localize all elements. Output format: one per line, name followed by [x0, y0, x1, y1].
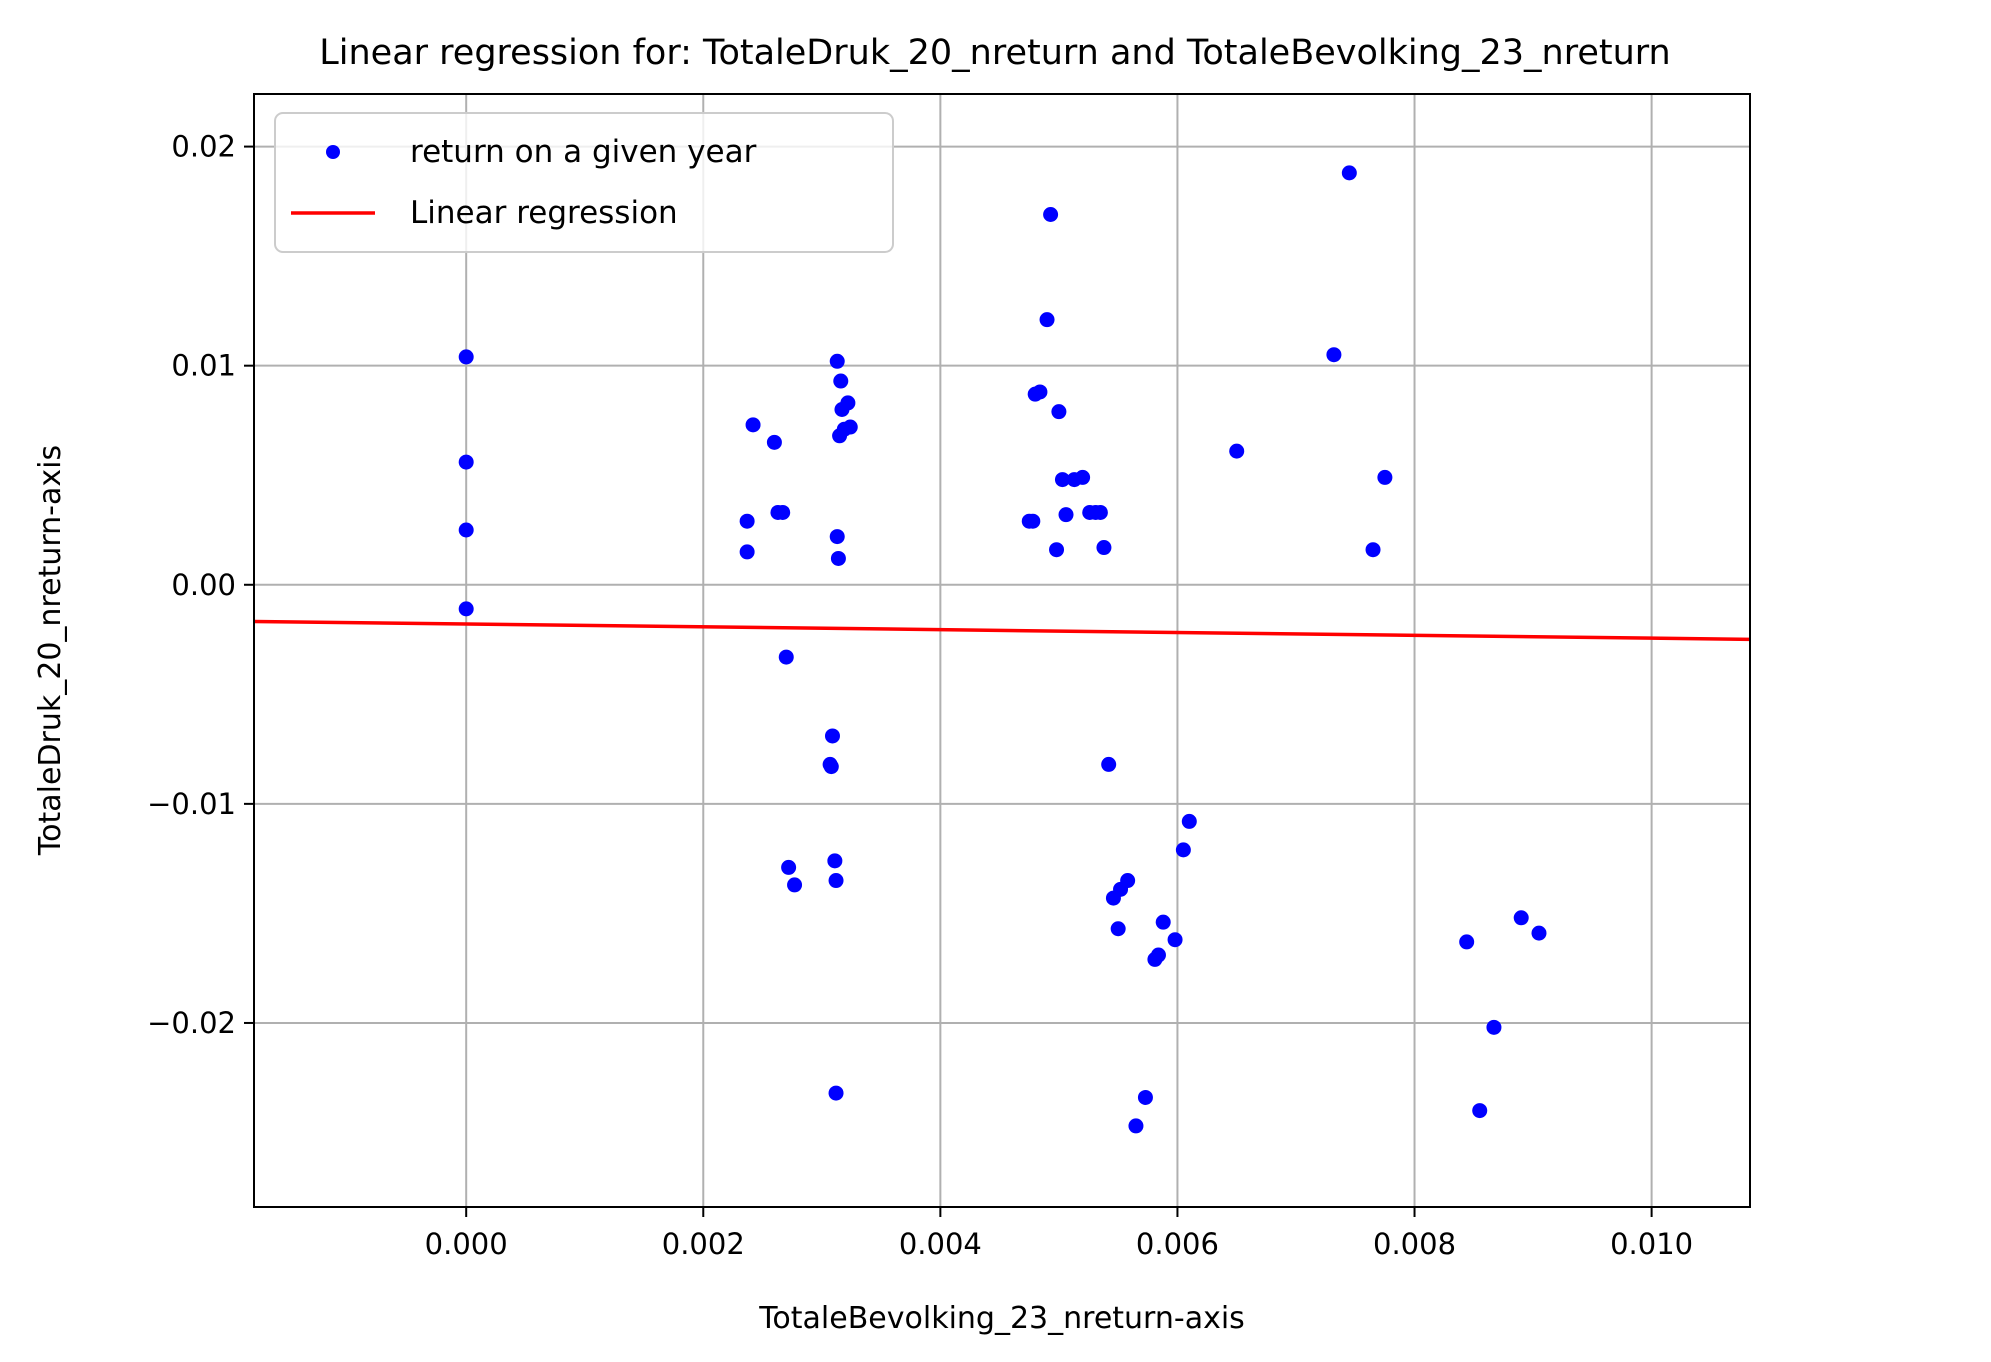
y-tick-label: 0.01 [171, 349, 236, 383]
x-tick-label: 0.002 [662, 1227, 745, 1261]
scatter-point [1513, 910, 1529, 926]
scatter-point [745, 417, 761, 433]
scatter-point [1181, 813, 1197, 829]
x-tick-label: 0.008 [1373, 1227, 1456, 1261]
scatter-point [1486, 1019, 1502, 1035]
scatter-point [739, 513, 755, 529]
scatter-point [1472, 1103, 1488, 1119]
y-axis-ticks: −0.02 −0.01 0.00 0.01 0.02 [147, 130, 254, 1040]
scatter-point [827, 853, 843, 869]
vertical-gridlines [465, 94, 1653, 1207]
scatter-point [775, 504, 791, 520]
scatter-point [1092, 504, 1108, 520]
scatter-point [1096, 540, 1112, 556]
scatter-point [458, 454, 474, 470]
x-tick-label: 0.006 [1136, 1227, 1219, 1261]
legend-box [274, 112, 894, 253]
scatter-point [1051, 404, 1067, 420]
scatter-point [1326, 347, 1342, 363]
scatter-point [458, 349, 474, 365]
scatter-point [829, 529, 845, 545]
scatter-point [1032, 384, 1048, 400]
scatter-point [842, 419, 858, 435]
scatter-point [829, 353, 845, 369]
scatter-point [766, 434, 782, 450]
scatter-point [1150, 947, 1166, 963]
y-axis-label: TotaleDruk_20_nreturn-axis [33, 445, 68, 856]
legend-scatter-label: return on a given year [410, 134, 757, 170]
legend-regression-label: Linear regression [410, 195, 678, 231]
scatter-point [458, 522, 474, 538]
x-tick-label: 0.004 [899, 1227, 982, 1261]
scatter-point [1049, 542, 1065, 558]
scatter-point [824, 728, 840, 744]
x-axis-ticks: 0.000 0.002 0.004 0.006 0.008 0.010 [425, 1207, 1693, 1261]
plot-frame [253, 93, 1751, 1208]
x-axis-label: TotaleBevolking_23_nreturn-axis [758, 1301, 1245, 1336]
regression-layer [253, 619, 1751, 642]
y-tick-label: 0.02 [171, 130, 236, 164]
scatter-point [1043, 207, 1059, 223]
scatter-point [1137, 1089, 1153, 1105]
scatter-point [1175, 842, 1191, 858]
scatter-point [1120, 873, 1136, 889]
scatter-point [823, 759, 839, 775]
scatter-point [739, 544, 755, 560]
chart-title: Linear regression for: TotaleDruk_20_nre… [319, 33, 1670, 73]
scatter-point [1110, 921, 1126, 937]
legend-scatter-marker [326, 145, 340, 159]
y-tick-label: 0.00 [171, 568, 236, 602]
scatter-point [1155, 914, 1171, 930]
scatter-point [1054, 472, 1070, 488]
scatter-point [1341, 165, 1357, 181]
y-tick-label: −0.01 [147, 787, 236, 821]
legend: return on a given year Linear regression [274, 112, 894, 253]
scatter-point [1167, 932, 1183, 948]
scatter-point [1058, 507, 1074, 523]
scatter-point [1025, 513, 1041, 529]
scatter-point [781, 859, 797, 875]
regression-line [253, 619, 1751, 642]
horizontal-gridlines [254, 145, 1750, 1024]
scatter-point [840, 395, 856, 411]
scatter-point [1039, 312, 1055, 328]
scatter-point [830, 550, 846, 566]
scatter-point [458, 601, 474, 617]
scatter-point [1377, 469, 1393, 485]
scatter-point [1531, 925, 1547, 941]
scatter-point [1365, 542, 1381, 558]
scatter-point [1101, 756, 1117, 772]
scatter-points [458, 165, 1547, 1134]
scatter-point [1075, 469, 1091, 485]
scatter-point [1229, 443, 1245, 459]
y-tick-label: −0.02 [147, 1006, 236, 1040]
scatter-point [828, 873, 844, 889]
scatter-point [1459, 934, 1475, 950]
scatter-point [787, 877, 803, 893]
scatter-point [1128, 1118, 1144, 1134]
scatter-point [833, 373, 849, 389]
scatter-point [828, 1085, 844, 1101]
x-tick-label: 0.000 [425, 1227, 508, 1261]
x-tick-label: 0.010 [1610, 1227, 1693, 1261]
scatter-point [778, 649, 794, 665]
